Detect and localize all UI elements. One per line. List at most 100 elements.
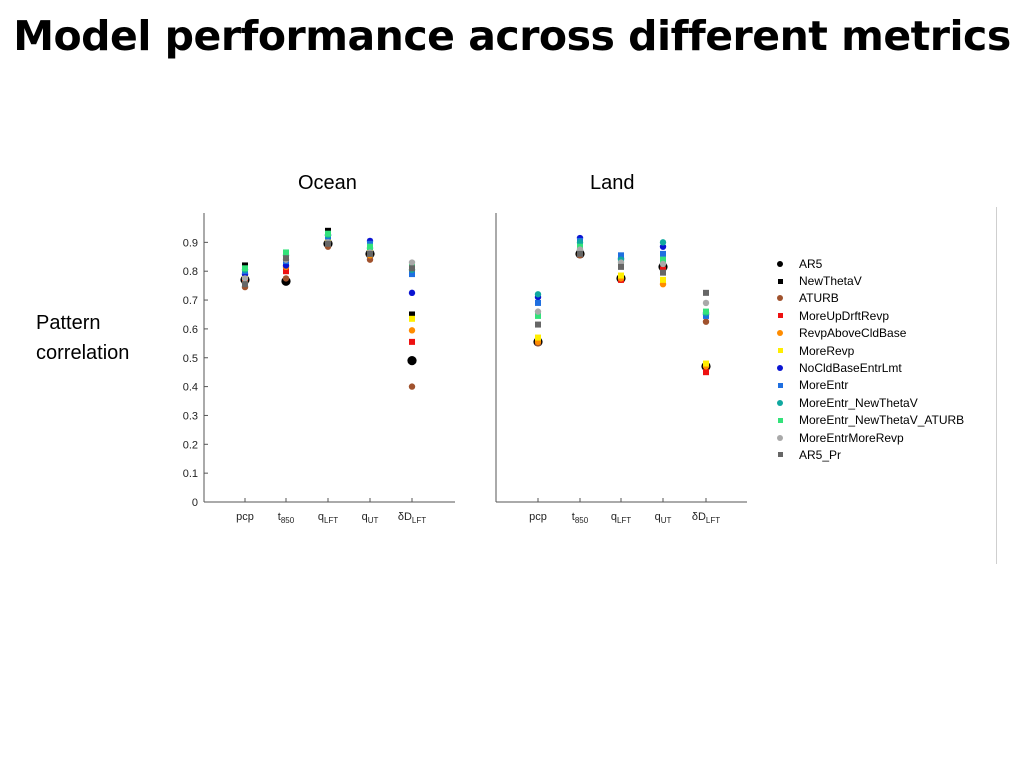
- ocean-x-tick-label: qUT: [362, 511, 379, 525]
- point-ATURB: [702, 318, 710, 325]
- ocean-x-tick-label: pcp: [236, 511, 254, 523]
- point-MoreRevp: [409, 315, 415, 322]
- ocean-y-tick-label: 0.5: [183, 353, 198, 365]
- point-AR5: [407, 356, 417, 366]
- ocean-y-tick-label: 0.6: [183, 324, 198, 336]
- legend-label: MoreEntr: [799, 378, 849, 393]
- slide-title: Model performance across different metri…: [13, 12, 1011, 60]
- legend-item: MoreEntr_NewThetaV_ATURB: [773, 412, 964, 429]
- point-AR5_Pr: [283, 255, 289, 262]
- legend-label: AR5_Pr: [799, 447, 842, 462]
- legend-item: MoreEntr_NewThetaV: [773, 394, 964, 411]
- point-ATURB: [408, 383, 416, 390]
- point-MoreEntr: [409, 271, 415, 278]
- legend-marker: [773, 313, 787, 319]
- ocean-y-tick-label: 0.9: [183, 237, 198, 249]
- legend-item: NewThetaV: [773, 272, 964, 289]
- ocean-y-tick-label: 0: [192, 497, 198, 509]
- land-panel-title: Land: [590, 172, 635, 194]
- land-x-tick-label: δDLFT: [692, 511, 720, 525]
- land-x-tick-label: qLFT: [611, 511, 631, 525]
- point-MoreEntr: [618, 252, 624, 259]
- legend-label: MoreRevp: [799, 343, 855, 358]
- legend-label: MoreEntr_NewThetaV: [799, 395, 918, 410]
- ocean-y-tick-label: 0.7: [183, 295, 198, 307]
- point-MoreEntrMoreRevp: [534, 308, 542, 315]
- legend-label: MoreUpDrftRevp: [799, 308, 890, 323]
- point-MoreEntr_NewThetaV_ATURB: [703, 308, 709, 315]
- point-MoreEntrMoreRevp: [241, 275, 249, 282]
- ocean-x-tick-label: qLFT: [318, 511, 338, 525]
- point-AR5_Pr: [367, 250, 373, 257]
- point-AR5_Pr: [409, 265, 415, 272]
- ocean-panel-title: Ocean: [298, 172, 357, 194]
- legend-label: RevpAboveCldBase: [799, 326, 907, 341]
- legend-label: MoreEntr_NewThetaV_ATURB: [799, 413, 965, 428]
- point-MoreEntr: [660, 250, 666, 257]
- legend-item: ATURB: [773, 290, 964, 307]
- point-MoreUpDrftRevp: [703, 369, 709, 376]
- point-MoreRevp: [618, 272, 624, 279]
- point-MoreEntrMoreRevp: [408, 259, 416, 266]
- ocean-y-tick-label: 0.4: [183, 382, 198, 394]
- ocean-y-tick-label: 0.8: [183, 266, 198, 278]
- legend-marker: [773, 278, 787, 284]
- legend-marker: [773, 295, 787, 302]
- legend-item: MoreRevp: [773, 342, 964, 359]
- point-AR5_Pr: [703, 289, 709, 296]
- point-MoreEntr_NewThetaV_ATURB: [660, 256, 666, 263]
- legend-label: NoCldBaseEntrLmt: [799, 361, 902, 376]
- legend-item: MoreUpDrftRevp: [773, 307, 964, 324]
- divider-line: [996, 207, 997, 564]
- ocean-x-tick-label: t850: [278, 511, 295, 525]
- point-MoreRevp: [660, 276, 666, 283]
- legend-marker: [773, 452, 787, 458]
- point-AR5_Pr: [618, 263, 624, 270]
- point-MoreUpDrftRevp: [409, 338, 415, 345]
- point-RevpAboveCldBase: [408, 327, 416, 334]
- legend-label: NewThetaV: [799, 274, 862, 289]
- land-x-tick-label: qUT: [655, 511, 672, 525]
- y-caption-line2: correlation: [36, 342, 130, 364]
- legend-item: AR5_Pr: [773, 446, 964, 463]
- point-MoreEntr_NewThetaV_ATURB: [367, 243, 373, 250]
- point-MoreEntr_NewThetaV: [534, 291, 542, 298]
- point-MoreRevp: [535, 334, 541, 341]
- point-NoCldBaseEntrLmt: [408, 289, 416, 297]
- point-AR5_Pr: [242, 281, 248, 288]
- legend-marker: [773, 399, 787, 406]
- legend-marker: [773, 434, 787, 441]
- legend: AR5 NewThetaV ATURB MoreUpDrftRevp RevpAbove…: [773, 255, 964, 464]
- point-AR5_Pr: [577, 250, 583, 257]
- ocean-y-tick-label: 0.1: [183, 468, 198, 480]
- legend-marker: [773, 348, 787, 354]
- point-AR5_Pr: [535, 321, 541, 328]
- legend-label: AR5: [799, 256, 823, 271]
- legend-marker: [773, 365, 787, 372]
- point-MoreEntr_NewThetaV_ATURB: [325, 230, 331, 237]
- point-MoreEntr_NewThetaV: [659, 239, 667, 246]
- y-axis-caption: Pattern correlation: [36, 308, 129, 368]
- ocean-y-tick-label: 0.2: [183, 439, 198, 451]
- point-MoreRevp: [703, 360, 709, 367]
- ocean-x-tick-label: δDLFT: [398, 511, 426, 525]
- legend-item: MoreEntrMoreRevp: [773, 429, 964, 446]
- y-caption-line1: Pattern: [36, 312, 101, 334]
- legend-marker: [773, 260, 787, 267]
- ocean-y-tick-label: 0.3: [183, 410, 198, 422]
- point-MoreEntrMoreRevp: [659, 260, 667, 268]
- point-MoreEntr_NewThetaV_ATURB: [242, 265, 248, 272]
- land-x-tick-label: t850: [572, 511, 589, 525]
- point-MoreEntrMoreRevp: [702, 299, 710, 307]
- legend-label: ATURB: [799, 291, 839, 306]
- point-MoreUpDrftRevp: [283, 268, 289, 275]
- legend-marker: [773, 330, 787, 337]
- point-AR5_Pr: [660, 269, 666, 276]
- point-MoreEntr: [535, 299, 541, 306]
- legend-marker: [773, 417, 787, 423]
- legend-item: MoreEntr: [773, 377, 964, 394]
- point-AR5_Pr: [325, 240, 331, 247]
- land-x-tick-label: pcp: [529, 511, 547, 523]
- point-MoreEntr_NewThetaV_ATURB: [535, 312, 541, 319]
- point-NewThetaV: [409, 311, 415, 318]
